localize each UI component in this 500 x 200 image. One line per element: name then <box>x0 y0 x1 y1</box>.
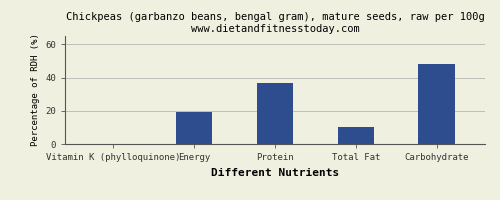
Y-axis label: Percentage of RDH (%): Percentage of RDH (%) <box>30 34 40 146</box>
Bar <box>418 64 454 144</box>
X-axis label: Different Nutrients: Different Nutrients <box>211 168 339 178</box>
Bar <box>176 112 212 144</box>
Title: Chickpeas (garbanzo beans, bengal gram), mature seeds, raw per 100g
www.dietandf: Chickpeas (garbanzo beans, bengal gram),… <box>66 12 484 34</box>
Bar <box>257 83 293 144</box>
Bar <box>338 127 374 144</box>
